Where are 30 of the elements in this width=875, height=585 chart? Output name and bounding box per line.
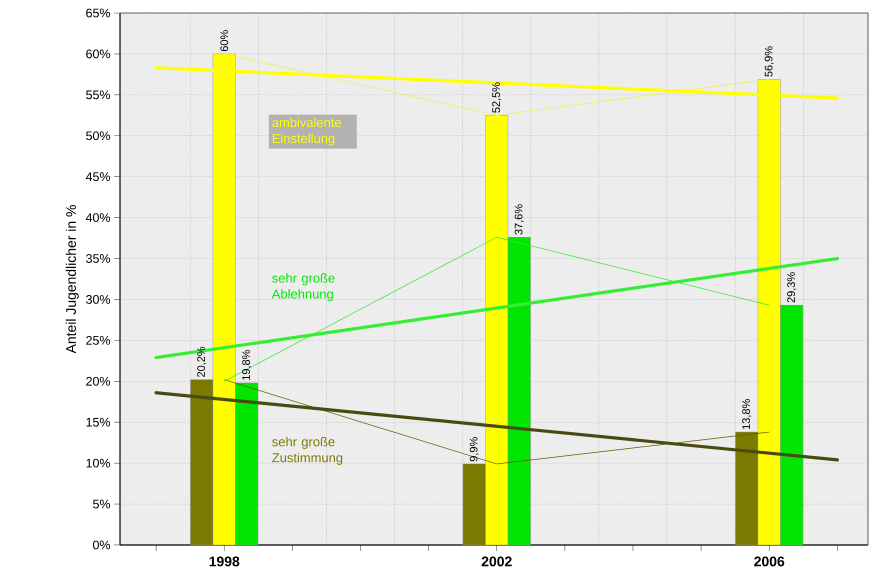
y-tick-label: 10% — [86, 458, 110, 468]
y-tick-label: 35% — [86, 254, 110, 263]
data-label: 19,8% — [242, 350, 252, 380]
y-axis-title: Anteil Jugendlicher in % — [66, 205, 79, 354]
data-label: 29,3% — [787, 272, 796, 302]
y-tick-label: 20% — [86, 376, 110, 386]
data-label: 9,9% — [470, 437, 479, 462]
data-label: 52,5% — [492, 82, 502, 113]
text: sehr große Ablehnung — [272, 273, 335, 302]
y-tick-label: 25% — [86, 336, 110, 345]
y-tick-label: 60% — [86, 50, 110, 58]
data-label: 56,9% — [764, 46, 774, 77]
y-tick-label: 55% — [86, 90, 110, 100]
text: ambivalente Einstellung — [272, 118, 342, 146]
text: sehr große Zustimmung — [272, 436, 342, 465]
y-tick-label: 45% — [86, 172, 110, 182]
y-tick-label: 5% — [93, 500, 110, 508]
data-label: 60% — [220, 30, 228, 52]
data-label: 37,6% — [514, 204, 524, 235]
x-tick-label: 2002 — [482, 556, 512, 566]
x-tick-label: 1998 — [210, 556, 240, 566]
y-tick-label: 15% — [86, 418, 110, 427]
y-tick-label: 40% — [86, 213, 110, 222]
y-tick-label: 0% — [92, 540, 110, 550]
data-label: 20,2% — [197, 346, 206, 377]
data-label: 13,8% — [742, 399, 752, 430]
y-tick-label: 50% — [86, 131, 110, 140]
y-tick-label: 65% — [86, 8, 110, 18]
y-tick-label: 30% — [86, 295, 110, 304]
x-tick-label: 2006 — [754, 556, 784, 566]
